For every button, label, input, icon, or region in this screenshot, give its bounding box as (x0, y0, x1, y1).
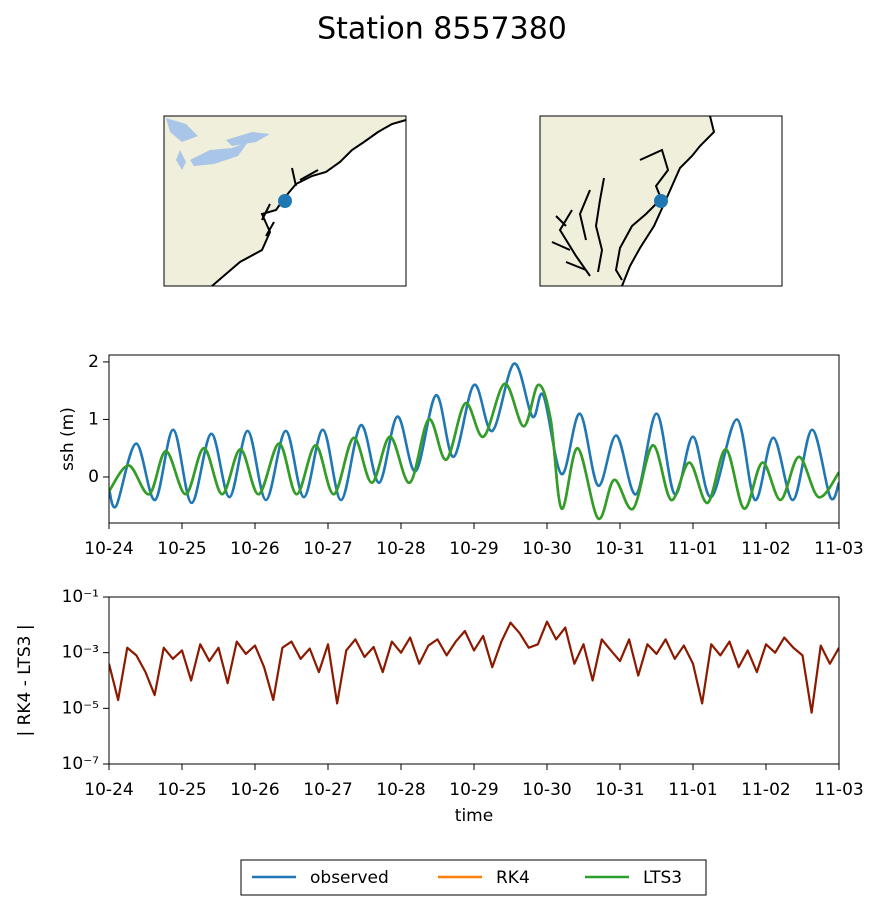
legend-label: observed (310, 868, 389, 888)
x-tick-label: 10-27 (303, 780, 352, 800)
series-line (109, 362, 839, 509)
series-line (109, 620, 839, 714)
x-tick-label: 11-01 (668, 539, 717, 559)
x-tick-label: 10-30 (522, 539, 571, 559)
x-tick-label: 10-28 (376, 780, 425, 800)
y-axis-label: | RK4 - LTS3 | (15, 624, 35, 736)
map-right (539, 115, 783, 287)
x-tick-label: 10-29 (449, 539, 498, 559)
x-tick-label: 10-24 (84, 780, 133, 800)
y-tick-label: 2 (88, 352, 99, 372)
x-tick-label: 10-25 (157, 780, 206, 800)
x-tick-label: 10-25 (157, 539, 206, 559)
legend-label: LTS3 (643, 868, 682, 888)
y-tick-label: 1 (88, 409, 99, 429)
x-tick-label: 10-26 (230, 780, 279, 800)
y-tick-label: 0 (88, 467, 99, 487)
series-line (109, 382, 839, 520)
x-tick-label: 10-29 (449, 780, 498, 800)
figure-title: Station 8557380 (317, 12, 567, 47)
x-axis-label: time (455, 806, 493, 826)
axes-frame (108, 596, 840, 765)
x-tick-label: 11-02 (741, 539, 790, 559)
x-tick-label: 11-01 (668, 780, 717, 800)
x-tick-label: 10-24 (84, 539, 133, 559)
x-tick-label: 11-02 (741, 780, 790, 800)
map-left (163, 115, 407, 287)
y-tick-label: 10⁻⁷ (62, 754, 100, 774)
x-tick-label: 10-31 (595, 539, 644, 559)
x-tick-label: 10-30 (522, 780, 571, 800)
x-tick-label: 11-03 (814, 780, 863, 800)
axes-frame (108, 354, 840, 524)
x-tick-label: 10-28 (376, 539, 425, 559)
y-tick-label: 10⁻⁵ (62, 698, 99, 718)
x-tick-label: 10-26 (230, 539, 279, 559)
x-tick-label: 11-03 (814, 539, 863, 559)
x-tick-label: 10-27 (303, 539, 352, 559)
y-axis-label: ssh (m) (58, 407, 78, 471)
x-tick-label: 10-31 (595, 780, 644, 800)
y-tick-label: 10⁻³ (62, 643, 99, 663)
y-tick-label: 10⁻¹ (62, 587, 99, 607)
legend-label: RK4 (496, 868, 530, 888)
